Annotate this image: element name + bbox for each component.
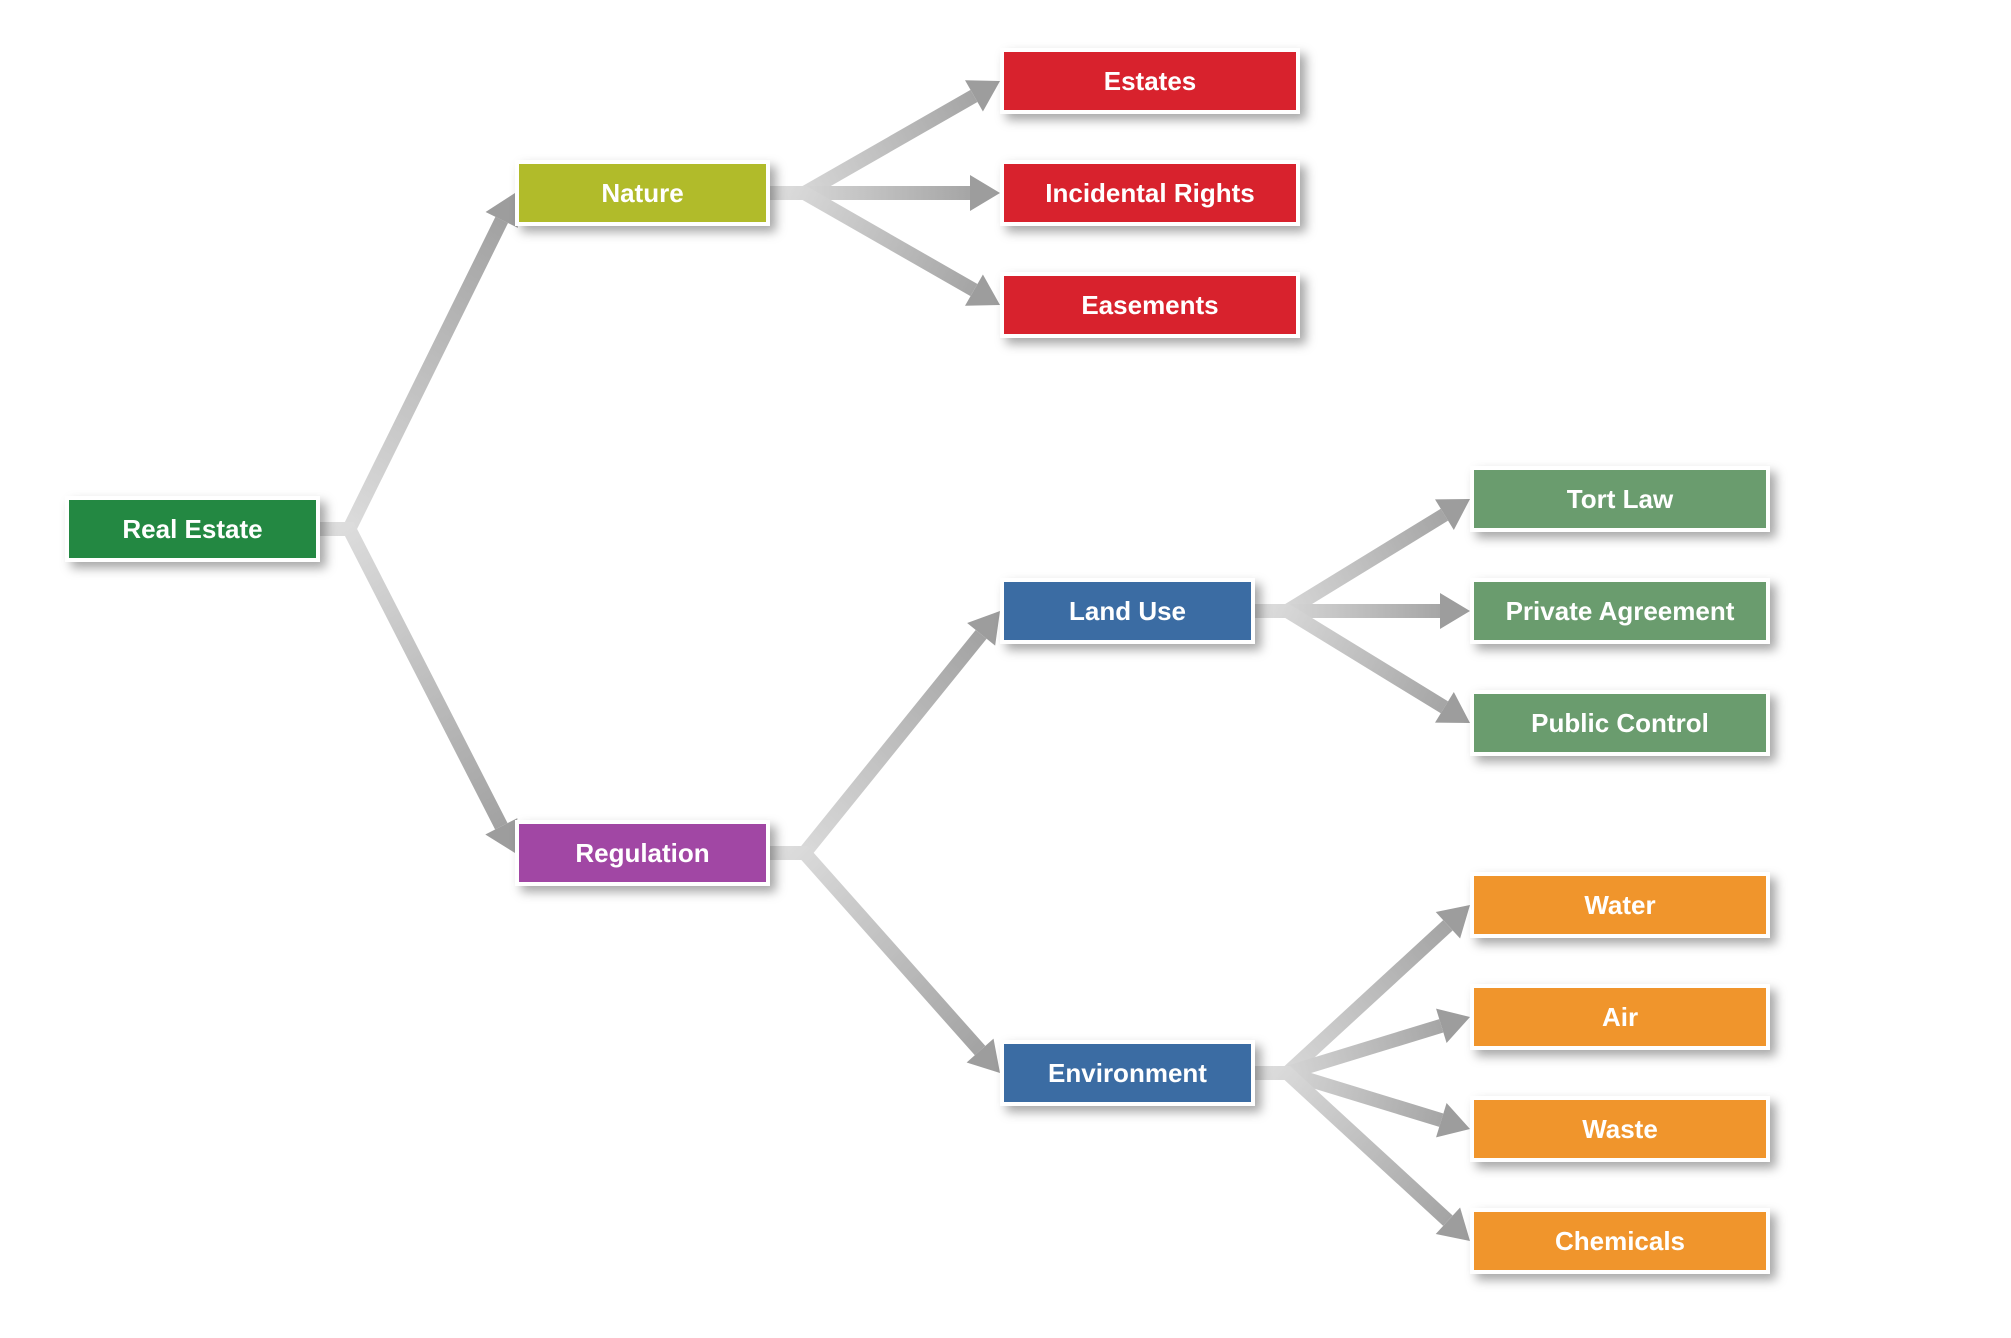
- node-easements: Easements: [1000, 272, 1300, 338]
- node-real_estate: Real Estate: [65, 496, 320, 562]
- node-label: Environment: [1048, 1058, 1207, 1089]
- node-label: Real Estate: [122, 514, 262, 545]
- node-label: Waste: [1582, 1114, 1658, 1145]
- node-label: Easements: [1081, 290, 1218, 321]
- node-private_agreement: Private Agreement: [1470, 578, 1770, 644]
- node-label: Private Agreement: [1506, 596, 1735, 627]
- tree-diagram: Real Estate Nature Regulation Land Use Envir…: [0, 0, 2011, 1338]
- node-air: Air: [1470, 984, 1770, 1050]
- node-label: Incidental Rights: [1045, 178, 1254, 209]
- node-tort_law: Tort Law: [1470, 466, 1770, 532]
- node-label: Regulation: [575, 838, 709, 869]
- edge-nature-to-easements: [770, 193, 974, 290]
- edge-regulation-to-environment: [770, 853, 980, 1051]
- node-incidental_rights: Incidental Rights: [1000, 160, 1300, 226]
- edge-nature-to-estates: [770, 96, 974, 193]
- arrowhead-icon: [970, 175, 1000, 211]
- arrowhead-icon: [1440, 593, 1470, 629]
- node-label: Public Control: [1531, 708, 1709, 739]
- node-chemicals: Chemicals: [1470, 1208, 1770, 1274]
- edge-real_estate-to-nature: [320, 220, 502, 529]
- node-nature: Nature: [515, 160, 770, 226]
- node-water: Water: [1470, 872, 1770, 938]
- node-waste: Waste: [1470, 1096, 1770, 1162]
- edge-environment-to-air: [1255, 1026, 1441, 1073]
- node-label: Nature: [601, 178, 683, 209]
- node-environment: Environment: [1000, 1040, 1255, 1106]
- node-regulation: Regulation: [515, 820, 770, 886]
- edge-land_use-to-public_control: [1255, 611, 1444, 707]
- node-label: Chemicals: [1555, 1226, 1685, 1257]
- node-label: Air: [1602, 1002, 1638, 1033]
- edge-regulation-to-land_use: [770, 634, 981, 853]
- edge-real_estate-to-regulation: [320, 529, 501, 826]
- node-label: Land Use: [1069, 596, 1186, 627]
- node-land_use: Land Use: [1000, 578, 1255, 644]
- node-label: Water: [1584, 890, 1655, 921]
- edge-environment-to-waste: [1255, 1073, 1441, 1120]
- node-estates: Estates: [1000, 48, 1300, 114]
- node-public_control: Public Control: [1470, 690, 1770, 756]
- edge-land_use-to-tort_law: [1255, 515, 1444, 611]
- node-label: Estates: [1104, 66, 1197, 97]
- node-label: Tort Law: [1567, 484, 1673, 515]
